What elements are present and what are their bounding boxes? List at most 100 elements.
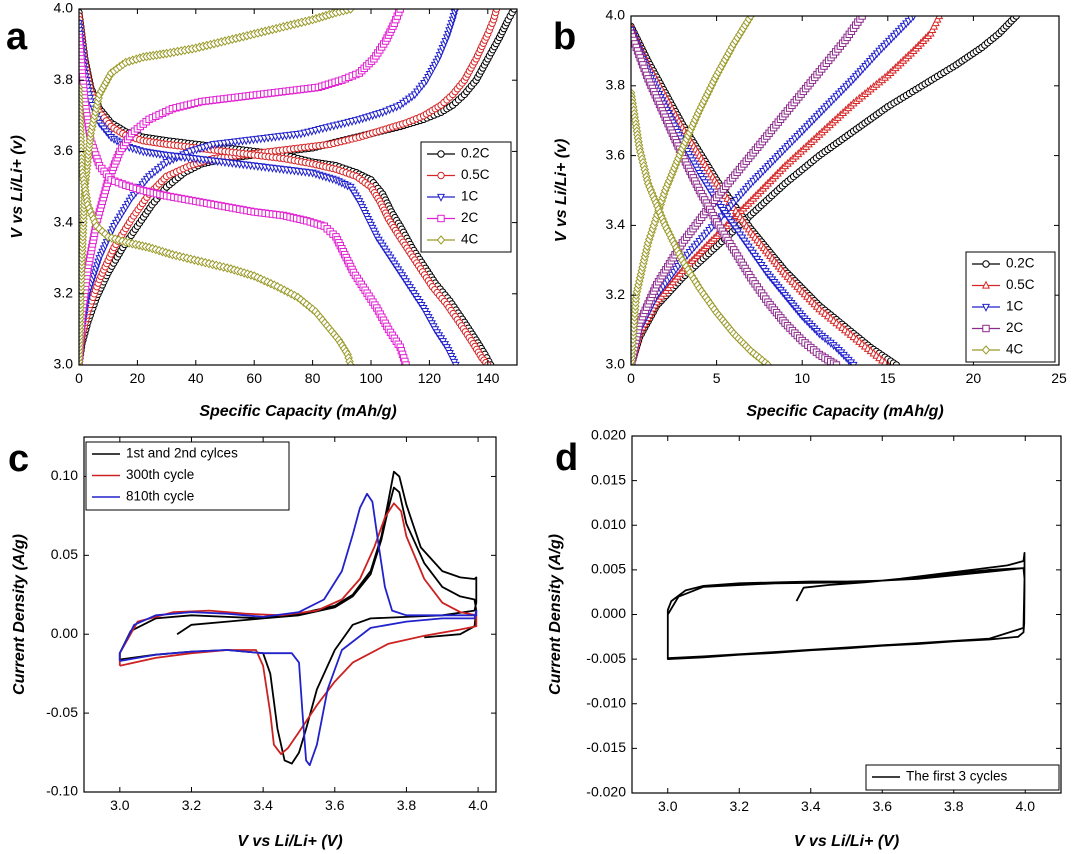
legend-item: 4C xyxy=(427,232,479,247)
legend: The first 3 cycles xyxy=(865,764,1060,791)
x-tick-label: 20 xyxy=(966,370,982,386)
legend-label: 0.2C xyxy=(1006,256,1035,271)
y-tick-label: 3.4 xyxy=(54,213,74,229)
panel-letter: c xyxy=(8,438,29,480)
series-300th-cycle xyxy=(118,502,478,755)
legend: 1st and 2nd cylces 300th cycle 810th cycle xyxy=(85,441,290,511)
y-tick-label: 3.8 xyxy=(606,77,626,93)
chart-panel-a: a 0 20 40 60 80 100 120 140 3.0 3.2 3.4 3.6 3.8 4.0 Spe… xyxy=(6,0,518,420)
series-marker xyxy=(763,360,773,365)
legend-marker xyxy=(982,324,990,333)
x-axis-label: V vs Li/Li+ (V) xyxy=(794,833,899,850)
legend: 0.2C 0.5C 1C 2C 4C xyxy=(965,251,1056,363)
series-marker xyxy=(451,361,460,365)
series-marker xyxy=(346,360,355,365)
x-tick-label: 15 xyxy=(880,370,896,386)
y-tick-label: 3.4 xyxy=(606,216,626,232)
legend-label: 0.5C xyxy=(461,167,490,182)
y-axis-label: Current Density (A/g) xyxy=(11,534,28,695)
legend-label: 4C xyxy=(461,232,479,247)
x-axis-label: Specific Capacity (mAh/g) xyxy=(746,403,943,420)
legend-label: 300th cycle xyxy=(126,467,194,482)
legend-item: 1st and 2nd cylces xyxy=(92,446,238,461)
legend-item: 0.2C xyxy=(427,146,490,161)
x-tick-label: 40 xyxy=(188,370,204,386)
plot-frame xyxy=(631,435,1062,794)
legend-label: 4C xyxy=(1006,342,1024,357)
legend-marker xyxy=(981,303,991,312)
series-1st-and-2nd-cylces xyxy=(118,470,478,765)
y-tick-label: 3.8 xyxy=(54,71,74,87)
legend-item: 0.2C xyxy=(972,256,1035,271)
y-tick-label: -0.005 xyxy=(586,650,626,666)
y-tick-label: -0.010 xyxy=(586,694,626,710)
legend-item: 4C xyxy=(972,342,1024,357)
legend-marker xyxy=(437,150,445,158)
x-tick-label: 4.0 xyxy=(1016,798,1036,814)
plot-frame xyxy=(83,436,497,793)
series-line xyxy=(118,470,478,765)
x-tick-label: 80 xyxy=(305,370,321,386)
y-tick-label: 4.0 xyxy=(54,0,74,16)
legend-label: 2C xyxy=(1006,320,1024,335)
x-tick-label: 3.0 xyxy=(658,798,678,814)
panel-letter: d xyxy=(555,437,578,479)
y-tick-label: -0.05 xyxy=(46,704,78,720)
x-tick-label: 120 xyxy=(418,370,442,386)
y-tick-label: 0.020 xyxy=(591,427,626,443)
plot-area xyxy=(79,9,517,365)
legend-label: 810th cycle xyxy=(126,489,194,504)
legend-item: 1C xyxy=(972,299,1024,314)
legend-label: 0.2C xyxy=(461,146,490,161)
x-tick-label: 100 xyxy=(359,370,383,386)
x-tick-label: 20 xyxy=(130,370,146,386)
legend-item: 1C xyxy=(427,189,479,204)
legend-item: 0.5C xyxy=(427,167,490,182)
y-tick-label: 3.0 xyxy=(606,356,626,372)
y-tick-label: 0.000 xyxy=(591,605,626,621)
chart-panel-d: d 3.0 3.2 3.4 3.6 3.8 4.0 -0.020 -0.015 -0.010 -0.… xyxy=(547,427,1062,850)
x-tick-label: 3.2 xyxy=(730,798,750,814)
plot-area xyxy=(666,552,1026,660)
y-tick-label: 3.2 xyxy=(54,285,74,301)
panel-letter: a xyxy=(6,16,28,58)
legend-item: 2C xyxy=(972,320,1024,335)
legend-marker xyxy=(437,171,445,180)
x-tick-label: 3.0 xyxy=(110,797,130,813)
y-tick-label: 0.015 xyxy=(591,471,626,487)
legend-marker xyxy=(981,345,991,355)
x-tick-label: 3.4 xyxy=(801,798,821,814)
y-tick-label: 3.0 xyxy=(54,356,74,372)
legend-label: 1st and 2nd cylces xyxy=(126,446,238,461)
legend-item: The first 3 cycles xyxy=(872,769,1008,784)
x-tick-label: 3.6 xyxy=(873,798,893,814)
series-line xyxy=(666,552,1026,660)
x-tick-label: 4.0 xyxy=(468,797,488,813)
series-marker xyxy=(346,9,355,14)
x-tick-label: 3.2 xyxy=(182,797,202,813)
series-2c xyxy=(79,9,410,365)
x-tick-label: 25 xyxy=(1051,370,1067,386)
legend-label: The first 3 cycles xyxy=(906,769,1008,784)
y-tick-label: -0.020 xyxy=(586,784,626,800)
y-tick-label: 4.0 xyxy=(606,7,626,23)
legend-marker xyxy=(981,280,991,289)
series-line xyxy=(118,492,478,767)
x-tick-label: 0 xyxy=(627,370,635,386)
legend-label: 2C xyxy=(461,210,479,225)
plot-area xyxy=(118,470,478,767)
y-tick-label: 0.05 xyxy=(51,546,78,562)
x-tick-label: 3.6 xyxy=(325,797,345,813)
y-tick-label: -0.10 xyxy=(46,783,78,799)
y-axis-label: V vs Li/Li+ (v) xyxy=(553,139,570,243)
x-tick-label: 60 xyxy=(246,370,262,386)
plot-area xyxy=(631,16,1020,365)
legend-marker xyxy=(982,260,990,268)
series-0.5c xyxy=(631,16,944,365)
x-tick-label: 10 xyxy=(794,370,810,386)
legend-label: 1C xyxy=(1006,299,1024,314)
series-marker xyxy=(746,16,756,21)
x-tick-label: 3.8 xyxy=(944,798,964,814)
legend-label: 0.5C xyxy=(1006,277,1035,292)
